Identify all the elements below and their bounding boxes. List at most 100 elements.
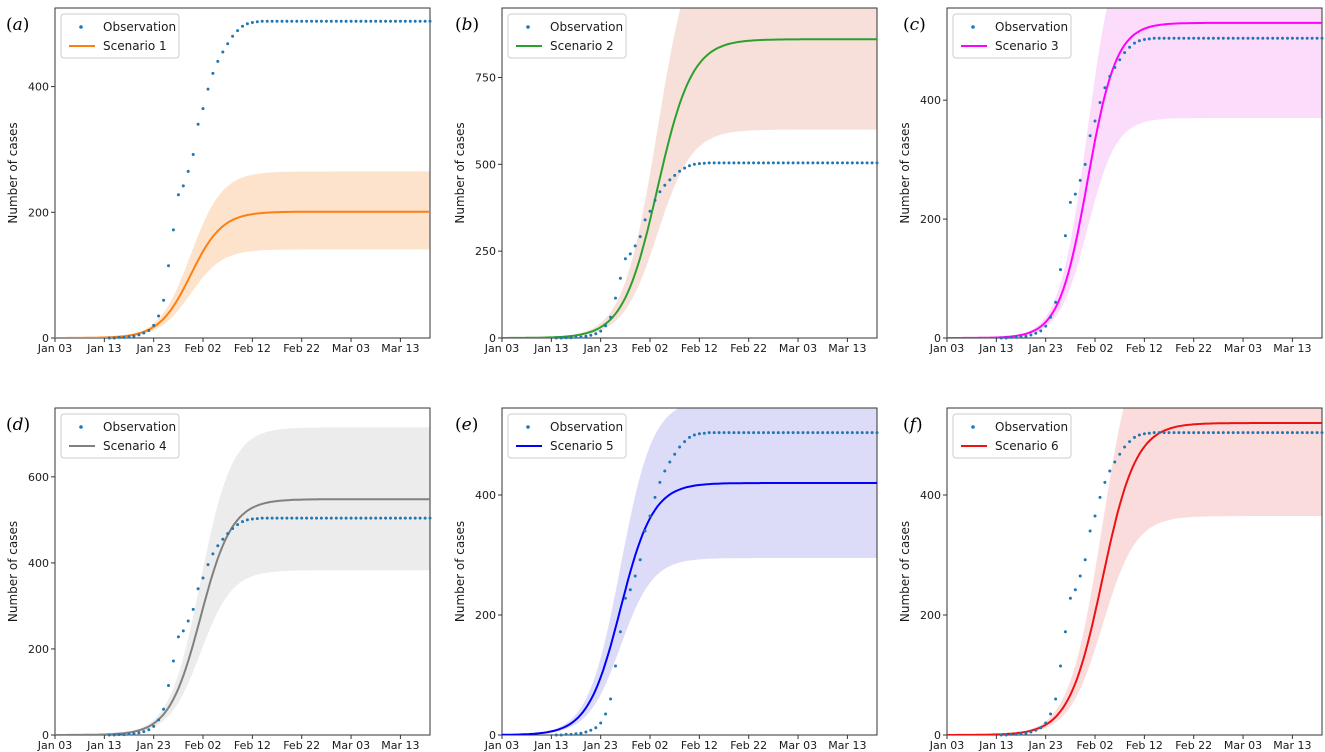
observation-point — [599, 329, 603, 333]
observation-point — [329, 516, 333, 520]
legend-observation-label: Observation — [550, 420, 623, 434]
observation-point — [305, 19, 309, 23]
observation-point — [737, 161, 741, 165]
legend-observation-label: Observation — [995, 420, 1068, 434]
scenario-line — [502, 482, 877, 735]
x-tick-label: Mar 13 — [1273, 342, 1311, 355]
observation-point — [1182, 431, 1186, 435]
chart-panel-5: Jan 03 Jan 13 Jan 23 Feb 02 Feb 12 Feb 22 Mar … — [453, 407, 879, 752]
observation-point — [231, 527, 235, 530]
observation-point — [826, 431, 830, 435]
observation-point — [1300, 36, 1304, 40]
observation-point — [831, 161, 835, 165]
observation-point — [806, 161, 810, 165]
observation-point — [776, 161, 780, 165]
observation-point — [663, 469, 667, 473]
y-axis-label: Number of cases — [898, 521, 912, 622]
y-tick-label: 250 — [475, 245, 496, 258]
observation-point — [604, 712, 608, 716]
observation-point — [1207, 431, 1210, 435]
x-tick-label: Feb 02 — [632, 342, 669, 355]
x-tick-label: Jan 13 — [533, 342, 568, 355]
observation-point — [290, 19, 294, 23]
observation-point — [841, 161, 844, 165]
observation-point — [791, 431, 795, 435]
observation-point — [1266, 36, 1270, 40]
observation-point — [1310, 36, 1314, 40]
observation-point — [1113, 66, 1117, 69]
observation-point — [845, 161, 849, 165]
x-tick-label: Feb 02 — [185, 739, 222, 752]
y-tick-label: 600 — [28, 471, 49, 484]
observation-point — [423, 516, 427, 520]
observation-point — [1014, 732, 1018, 736]
observation-point — [618, 630, 622, 634]
observation-point — [1251, 431, 1255, 435]
y-tick-label: 750 — [475, 71, 496, 84]
observation-point — [836, 431, 839, 435]
observation-point — [609, 315, 613, 319]
x-tick-label: Feb 02 — [632, 739, 669, 752]
scenario-line — [502, 38, 877, 338]
observation-point — [628, 252, 632, 256]
observation-point — [1286, 431, 1289, 435]
observation-point — [663, 183, 667, 187]
observation-point — [354, 516, 358, 520]
observation-point — [1202, 36, 1206, 40]
observation-point — [1231, 36, 1235, 40]
observation-point — [300, 19, 304, 23]
observation-point — [1221, 36, 1225, 40]
observation-point — [171, 228, 175, 232]
observation-point — [1226, 431, 1230, 435]
observation-point — [339, 516, 343, 520]
observation-point — [648, 514, 652, 518]
x-tick-label: Mar 03 — [332, 739, 370, 752]
observation-point — [226, 532, 230, 536]
observation-point — [722, 161, 726, 165]
observation-point — [1211, 431, 1215, 435]
x-tick-label: Mar 03 — [1224, 739, 1262, 752]
observation-point — [1137, 433, 1141, 437]
x-tick-label: Mar 13 — [381, 739, 419, 752]
observation-point — [845, 431, 849, 435]
observation-point — [413, 19, 417, 23]
y-axis-label: Number of cases — [6, 122, 20, 223]
observation-point — [653, 198, 657, 202]
observation-point — [1073, 192, 1077, 196]
observation-point — [1271, 36, 1275, 40]
panel-label: (e) — [455, 415, 478, 435]
observation-point — [574, 335, 578, 339]
observation-point — [702, 161, 706, 165]
observation-point — [1276, 36, 1280, 40]
observation-point — [594, 726, 598, 730]
observation-point — [875, 431, 879, 435]
observation-point — [127, 732, 131, 736]
observation-point — [1187, 431, 1191, 435]
observation-point — [816, 431, 820, 435]
observation-point — [132, 334, 136, 338]
observation-point — [1177, 36, 1181, 40]
legend-scenario-label: Scenario 1 — [103, 39, 167, 53]
observation-point — [855, 431, 859, 435]
observation-point — [315, 516, 318, 520]
observation-point — [653, 495, 657, 499]
observation-point — [142, 730, 146, 734]
observation-point — [1226, 36, 1230, 40]
observation-point — [697, 162, 701, 166]
observation-point — [398, 516, 402, 520]
observation-point — [1261, 431, 1265, 435]
observation-point — [1029, 333, 1033, 337]
panel-label: (d) — [6, 415, 30, 435]
observation-point — [428, 19, 432, 23]
y-axis-label: Number of cases — [6, 521, 20, 622]
observation-point — [324, 516, 328, 520]
observation-point — [329, 19, 333, 23]
observation-point — [762, 431, 765, 435]
observation-point — [826, 161, 830, 165]
observation-point — [1256, 431, 1260, 435]
x-tick-label: Mar 03 — [779, 739, 817, 752]
observation-point — [584, 730, 588, 734]
observation-point — [1142, 432, 1146, 436]
observation-point — [801, 431, 805, 435]
observation-point — [801, 161, 805, 165]
